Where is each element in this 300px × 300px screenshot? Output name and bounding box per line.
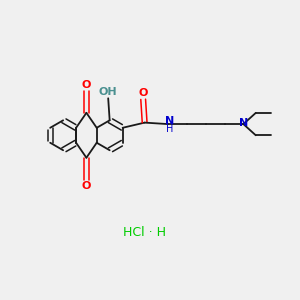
Text: OH: OH	[99, 87, 118, 97]
Text: O: O	[139, 88, 148, 98]
Text: O: O	[82, 80, 91, 90]
Text: HCl · H: HCl · H	[123, 226, 166, 239]
Text: N: N	[165, 116, 174, 126]
Text: H: H	[166, 124, 173, 134]
Text: N: N	[239, 118, 248, 128]
Text: O: O	[82, 181, 91, 190]
